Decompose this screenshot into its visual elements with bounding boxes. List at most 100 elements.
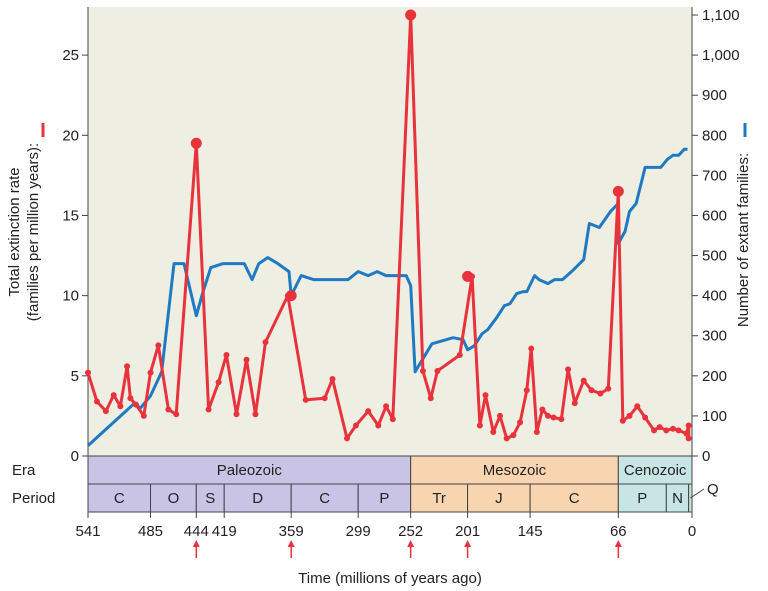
mass-extinction-peak-2 (405, 9, 417, 21)
x-tick-label-7: 201 (455, 523, 480, 540)
extinction-arrow-head-2 (407, 540, 415, 547)
right-tick-label-0: 0 (702, 448, 710, 465)
extinction-point-55 (597, 390, 604, 397)
period-label-3: D (252, 490, 263, 507)
period-row-label: Period (12, 490, 55, 507)
extinction-point-2 (102, 408, 109, 415)
extinction-point-26 (352, 422, 359, 429)
extinction-point-64 (663, 427, 670, 434)
period-label-0: C (114, 490, 125, 507)
extinction-point-32 (419, 368, 426, 375)
era-label-mesozoic: Mesozoic (483, 462, 547, 479)
period-band-5 (357, 483, 412, 513)
extinction-point-56 (605, 385, 612, 392)
x-tick-label-5: 299 (346, 523, 371, 540)
extinction-point-30 (389, 416, 396, 423)
period-band-9 (617, 483, 667, 513)
extinction-point-34 (434, 368, 441, 375)
right-tick-label-3: 300 (702, 328, 727, 345)
left-tick-label-0: 0 (71, 448, 79, 465)
left-axis-title-text: Total extinction rate (families per milli… (6, 143, 42, 321)
series-extinction-rate-line (86, 13, 691, 440)
extinction-arrow-head-4 (614, 540, 622, 547)
x-axis: 541 485 444 419 359 299 252 201 145 66 0 (75, 511, 696, 540)
quaternary-leader-line (690, 488, 705, 499)
period-label-9: P (637, 490, 647, 507)
extinction-point-68 (685, 422, 692, 429)
extinction-point-10 (155, 342, 162, 349)
right-y-axis: 0 100 200 300 400 500 600 700 800 900 1,000 1,100 (691, 7, 740, 465)
extinction-point-25 (344, 435, 351, 442)
extinction-point-6 (127, 395, 134, 402)
period-band-8 (529, 483, 619, 513)
quaternary-label: Q (707, 481, 719, 498)
extinction-point-48 (544, 412, 551, 419)
right-tick-label-2: 200 (702, 368, 727, 385)
extinction-point-42 (510, 432, 517, 439)
mass-extinction-peak-3 (462, 270, 474, 282)
extinction-point-23 (321, 395, 328, 402)
extinction-point-14 (205, 406, 212, 413)
period-band-6 (410, 483, 469, 513)
x-axis-title: Time (millions of years ago) (298, 570, 482, 587)
extinction-point-41 (503, 435, 510, 442)
right-tick-label-9: 900 (702, 87, 727, 104)
x-tick-label-0: 541 (75, 523, 100, 540)
extinction-point-44 (523, 387, 530, 394)
x-tick-label-4: 359 (279, 523, 304, 540)
right-tick-label-6: 600 (702, 207, 727, 224)
extinction-point-24 (329, 376, 336, 383)
extinction-point-3 (110, 392, 117, 399)
extinction-point-61 (642, 414, 649, 421)
x-tick-label-1: 485 (138, 523, 163, 540)
extinction-point-52 (571, 400, 578, 407)
era-band-mesozoic (410, 455, 619, 485)
extinction-point-35 (456, 351, 463, 358)
extinction-point-33 (427, 395, 434, 402)
era-label-cenozoic: Cenozoic (624, 462, 687, 479)
extinction-point-59 (626, 412, 633, 419)
extinction-point-0 (85, 369, 91, 376)
era-band-cenozoic (617, 455, 693, 485)
left-axis-title-line-2: (families per million years): (25, 143, 42, 321)
era-row-label: Era (12, 462, 36, 479)
period-label-1: O (168, 490, 180, 507)
extinction-point-69 (685, 435, 692, 442)
extinction-point-18 (243, 356, 250, 363)
period-label-8: C (569, 490, 580, 507)
period-label-2: S (205, 490, 215, 507)
extinction-point-27 (365, 408, 372, 415)
extinction-point-39 (490, 428, 497, 435)
extinction-point-29 (383, 403, 390, 410)
left-tick-label-1: 5 (71, 368, 79, 385)
right-tick-label-5: 500 (702, 248, 727, 265)
extinction-arrow-head-1 (287, 540, 295, 547)
extinction-point-17 (233, 411, 240, 418)
era-label-paleozoic: Paleozoic (217, 462, 283, 479)
geologic-timescale: Paleozoic Mesozoic Cenozoic C O S D C P Tr J C P N (87, 455, 705, 513)
right-axis-title-text: Number of extant families: (735, 153, 752, 327)
extinction-point-12 (173, 411, 180, 418)
x-tick-label-2: 444 (184, 523, 209, 540)
left-tick-label-5: 25 (62, 47, 79, 64)
extinction-point-5 (124, 363, 131, 370)
left-tick-label-4: 20 (62, 127, 79, 144)
extinction-point-15 (215, 379, 222, 386)
left-axis-title-line-1: Total extinction rate (6, 167, 23, 296)
mass-extinction-peak-1 (285, 290, 297, 302)
x-tick-label-8: 145 (518, 523, 543, 540)
extinction-point-40 (496, 412, 503, 419)
extinction-arrow-head-3 (464, 540, 472, 547)
right-tick-label-7: 700 (702, 167, 727, 184)
period-label-6: Tr (432, 490, 446, 507)
period-band-4 (290, 483, 359, 513)
extinction-point-20 (262, 339, 269, 346)
extinction-point-28 (375, 422, 382, 429)
extinction-point-60 (634, 403, 641, 410)
left-y-axis: 0 5 10 15 20 25 (62, 7, 89, 465)
series-layer (85, 9, 692, 447)
extinction-point-47 (539, 406, 546, 413)
extinction-point-38 (482, 392, 489, 399)
mass-extinction-peak-4 (612, 185, 624, 197)
left-tick-label-2: 10 (62, 288, 79, 305)
